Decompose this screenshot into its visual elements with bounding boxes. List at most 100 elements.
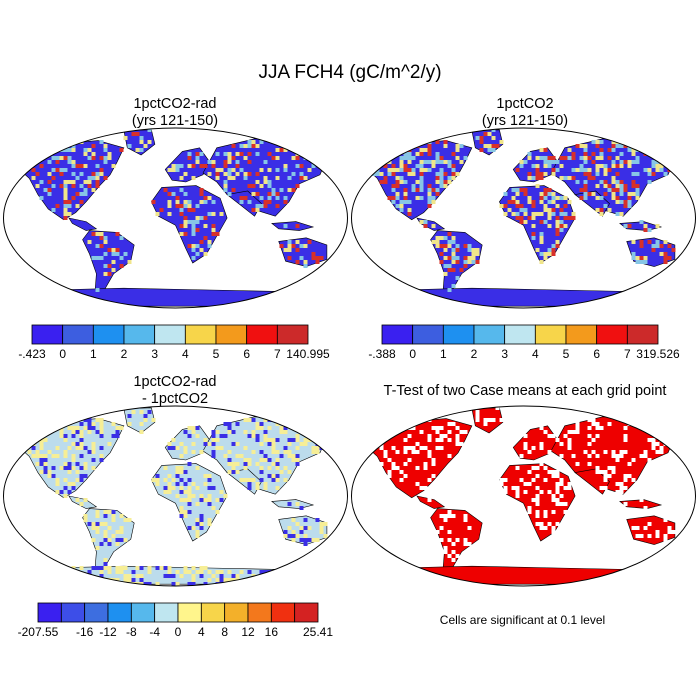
map-cell <box>115 570 120 574</box>
map-cell <box>419 160 424 164</box>
map-cell <box>451 176 456 180</box>
map-cell <box>447 530 452 534</box>
map-cell <box>47 450 52 454</box>
map-cell <box>591 450 596 454</box>
map-cell <box>207 494 212 498</box>
map-cell <box>227 470 232 474</box>
map-cell <box>599 426 604 430</box>
map-cell <box>171 192 176 196</box>
map-cell <box>535 522 540 526</box>
map-cell <box>103 160 108 164</box>
map-cell <box>427 450 432 454</box>
map-cell <box>599 140 604 144</box>
map-cell <box>215 168 220 172</box>
map-cell <box>419 180 424 184</box>
map-cell <box>543 256 548 260</box>
map-cell <box>111 260 116 264</box>
map-cell <box>519 188 524 192</box>
map-cell <box>55 160 60 164</box>
panel-1-title-line2: (yrs 121-150) <box>131 113 219 129</box>
map-cell <box>259 466 264 470</box>
map-cell <box>135 574 140 578</box>
map-cell <box>619 490 624 494</box>
map-cell <box>267 192 272 196</box>
map-cell <box>307 240 312 244</box>
map-cell <box>239 152 244 156</box>
map-cell <box>79 184 84 188</box>
map-cell <box>279 148 284 152</box>
map-cell <box>583 172 588 176</box>
map-cell <box>183 470 188 474</box>
map-cell <box>183 490 188 494</box>
map-cell <box>223 164 228 168</box>
map-cell <box>395 204 400 208</box>
colorbar-swatch <box>107 602 132 623</box>
map-cell <box>479 140 484 144</box>
map-cell <box>431 240 436 244</box>
map-cell <box>259 478 264 482</box>
map-cell <box>451 284 456 288</box>
map-cell <box>403 196 408 200</box>
map-cell <box>555 244 560 248</box>
map-cell <box>615 144 620 148</box>
map-cell <box>531 176 536 180</box>
map-cell <box>131 132 136 136</box>
map-cell <box>555 438 560 442</box>
map-cell <box>99 542 104 546</box>
map-cell <box>519 454 524 458</box>
map-cell <box>595 144 600 148</box>
map-cell <box>415 188 420 192</box>
map-cell <box>547 156 552 160</box>
map-cell <box>599 180 604 184</box>
map-cell <box>579 156 584 160</box>
map-cell <box>551 168 556 172</box>
map-cell <box>223 152 228 156</box>
map-cell <box>103 534 108 538</box>
map-cell <box>203 252 208 256</box>
map-cell <box>643 224 648 228</box>
map-cell <box>251 140 256 144</box>
map-cell <box>619 180 624 184</box>
map-cell <box>83 426 88 430</box>
map-cell <box>167 490 172 494</box>
map-cell <box>111 510 116 514</box>
map-cell <box>495 406 500 410</box>
map-cell <box>275 478 280 482</box>
map-cell <box>255 434 260 438</box>
map-cell <box>591 152 596 156</box>
map-cell <box>71 466 76 470</box>
map-cell <box>103 562 108 566</box>
map-cell <box>599 148 604 152</box>
significance-note: Cells are significant at 0.1 level <box>439 613 606 627</box>
map-cell <box>123 578 128 582</box>
map-cell <box>631 458 636 462</box>
map-cell <box>535 156 540 160</box>
map-cell <box>79 502 84 506</box>
map-cell <box>639 498 644 502</box>
map-cell <box>515 188 520 192</box>
map-cell <box>67 148 72 152</box>
map-cell <box>95 514 100 518</box>
map-cell <box>295 434 300 438</box>
map-cell <box>99 156 104 160</box>
map-cell <box>139 410 144 414</box>
map-cell <box>547 164 552 168</box>
map-cell <box>239 196 244 200</box>
map-cell <box>203 236 208 240</box>
map-cell <box>451 268 456 272</box>
map-cell <box>423 148 428 152</box>
map-cell <box>471 260 476 264</box>
map-cell <box>507 200 512 204</box>
map-cell <box>403 164 408 168</box>
map-cell <box>403 474 408 478</box>
map-cell <box>595 434 600 438</box>
map-cell <box>311 256 316 260</box>
map-cell <box>207 486 212 490</box>
map-cell <box>75 462 80 466</box>
map-cell <box>315 538 320 542</box>
map-cell <box>259 184 264 188</box>
map-cell <box>67 212 72 216</box>
map-cell <box>187 494 192 498</box>
map-cell <box>659 244 664 248</box>
map-cell <box>635 192 640 196</box>
